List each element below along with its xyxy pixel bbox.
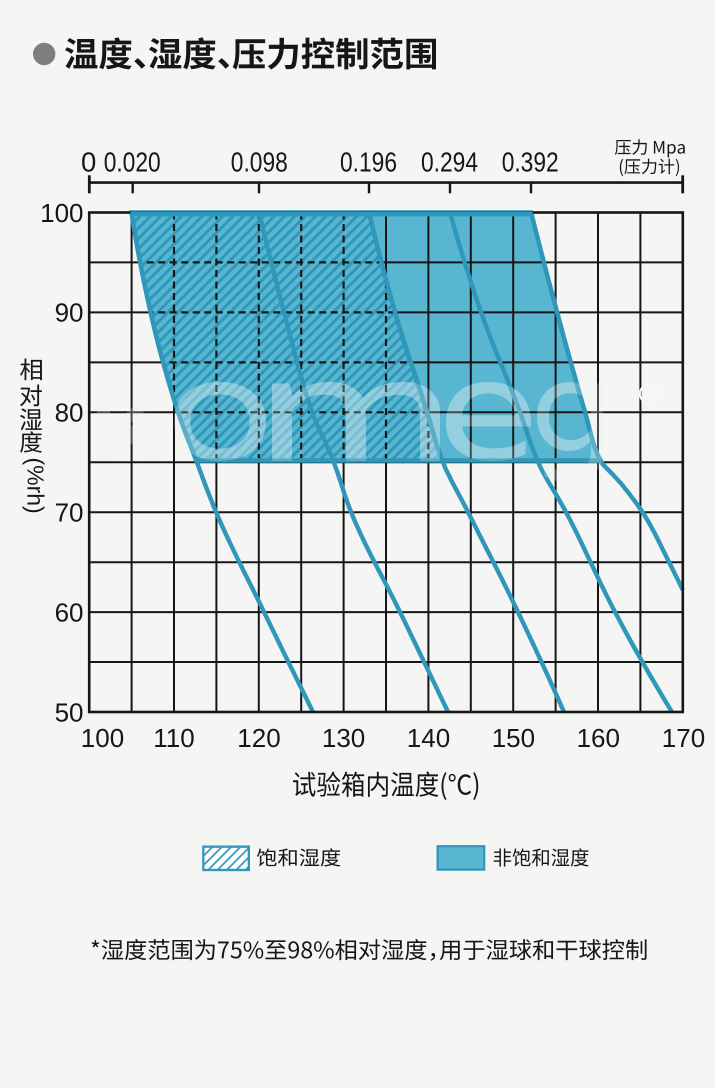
svg-text:0.098: 0.098	[231, 147, 288, 178]
svg-text:140: 140	[407, 723, 450, 753]
svg-text:60: 60	[55, 597, 84, 627]
svg-text:100: 100	[81, 723, 124, 753]
svg-text:0.020: 0.020	[104, 147, 161, 178]
svg-text:(%rh): (%rh)	[23, 458, 49, 514]
svg-text:110: 110	[153, 723, 194, 753]
svg-text:0.196: 0.196	[340, 147, 397, 178]
svg-text:0: 0	[81, 147, 96, 178]
svg-text:90: 90	[55, 298, 84, 328]
svg-text:100: 100	[40, 198, 83, 228]
svg-text:80: 80	[55, 398, 84, 428]
svg-text:160: 160	[577, 723, 620, 753]
svg-text:170: 170	[662, 723, 705, 753]
svg-text:150: 150	[492, 723, 535, 753]
svg-text:70: 70	[55, 498, 84, 528]
svg-text:130: 130	[322, 723, 365, 753]
svg-text:0.294: 0.294	[421, 147, 478, 178]
svg-text:120: 120	[237, 723, 280, 753]
svg-text:50: 50	[55, 697, 84, 727]
svg-text:0.392: 0.392	[502, 147, 559, 178]
